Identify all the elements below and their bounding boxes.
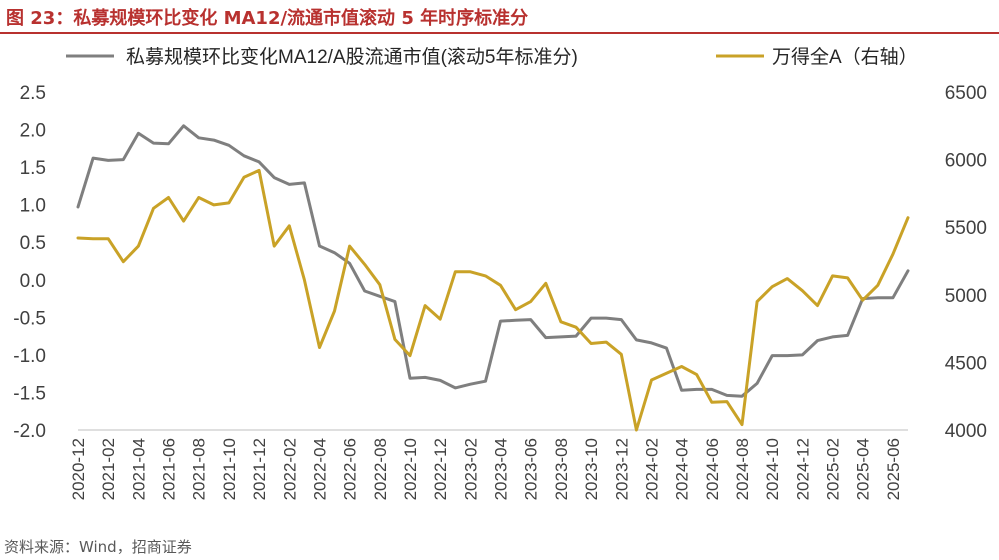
left-axis-tick-label: 2.5	[20, 83, 46, 104]
left-axis-tick-label: -1.0	[13, 346, 46, 367]
x-axis: 2020-12 2021-02 2021-04 2021-06 2021-08 2021-…	[69, 429, 908, 500]
x-axis-tick-label: 2025-02	[824, 438, 843, 500]
series-layer	[76, 124, 910, 432]
x-axis-tick-label: 2023-04	[492, 438, 511, 500]
right-axis-tick-label: 6500	[945, 83, 987, 104]
x-axis-tick-label: 2024-10	[763, 438, 782, 500]
series-line-private-fund-zscore	[76, 124, 910, 398]
x-axis-tick-label: 2021-02	[99, 438, 118, 500]
right-axis-tick-label: 5000	[945, 286, 987, 307]
left-axis-tick-label: 0.5	[20, 233, 46, 254]
x-axis-tick-label: 2022-12	[431, 438, 450, 500]
left-axis-tick-label: 1.0	[20, 196, 46, 217]
x-axis-tick-label: 2021-12	[250, 438, 269, 500]
x-axis-tick-label: 2021-10	[220, 438, 239, 500]
x-axis-tick-label: 2023-08	[552, 438, 571, 500]
left-axis-tick-label: 2.0	[20, 121, 46, 142]
x-axis-tick-label: 2024-02	[642, 438, 661, 500]
left-axis-tick-label: -0.5	[13, 308, 46, 329]
right-axis-tick-label: 4500	[945, 353, 987, 374]
legend-label: 私募规模环比变化MA12/A股流通市值(滚动5年标准分)	[126, 46, 578, 68]
x-axis-tick-label: 2022-10	[401, 438, 420, 500]
line-chart: 私募规模环比变化MA12/A股流通市值(滚动5年标准分) 万得全A（右轴） 2.5…	[13, 46, 987, 500]
right-axis-tick-label: 4000	[945, 421, 987, 442]
x-axis-tick-label: 2023-12	[612, 438, 631, 500]
x-axis-tick-label: 2024-06	[703, 438, 722, 500]
x-axis-tick-label: 2020-12	[69, 438, 88, 500]
left-axis-tick-label: -2.0	[13, 421, 46, 442]
left-y-axis: 2.5 2.0 1.5 1.0 0.5 0.0 -0.5 -1.0 -1.5 -2.0	[13, 83, 46, 442]
x-axis-tick-label: 2024-04	[673, 438, 692, 500]
x-axis-tick-label: 2024-12	[793, 438, 812, 500]
title-divider	[0, 32, 999, 34]
x-axis-tick-label: 2021-04	[129, 438, 148, 500]
right-axis-tick-label: 5500	[945, 218, 987, 239]
x-axis-tick-label: 2022-02	[280, 438, 299, 500]
x-axis-tick-label: 2024-08	[733, 438, 752, 500]
legend-label: 万得全A（右轴）	[772, 46, 918, 68]
x-axis-tick-label: 2022-04	[310, 438, 329, 500]
series-line-wind-all-a	[76, 168, 910, 432]
x-axis-tick-label: 2025-04	[854, 438, 873, 500]
x-axis-tick-label: 2021-06	[160, 438, 179, 500]
right-y-axis: 6500 6000 5500 5000 4500 4000	[945, 83, 987, 442]
source-note: 资料来源：Wind，招商证券	[4, 538, 192, 556]
chart-legend: 私募规模环比变化MA12/A股流通市值(滚动5年标准分) 万得全A（右轴）	[66, 46, 918, 68]
x-axis-tick-label: 2022-06	[341, 438, 360, 500]
x-axis-tick-label: 2021-08	[190, 438, 209, 500]
x-axis-tick-label: 2025-06	[884, 438, 903, 500]
x-axis-tick-label: 2023-02	[461, 438, 480, 500]
x-axis-tick-label: 2023-06	[522, 438, 541, 500]
x-axis-tick-label: 2022-08	[371, 438, 390, 500]
left-axis-tick-label: 0.0	[20, 271, 46, 292]
right-axis-tick-label: 6000	[945, 151, 987, 172]
x-axis-tick-label: 2023-10	[582, 438, 601, 500]
left-axis-tick-label: 1.5	[20, 158, 46, 179]
chart-title: 图 23：私募规模环比变化 MA12/流通市值滚动 5 年时序标准分	[6, 8, 529, 29]
left-axis-tick-label: -1.5	[13, 383, 46, 404]
